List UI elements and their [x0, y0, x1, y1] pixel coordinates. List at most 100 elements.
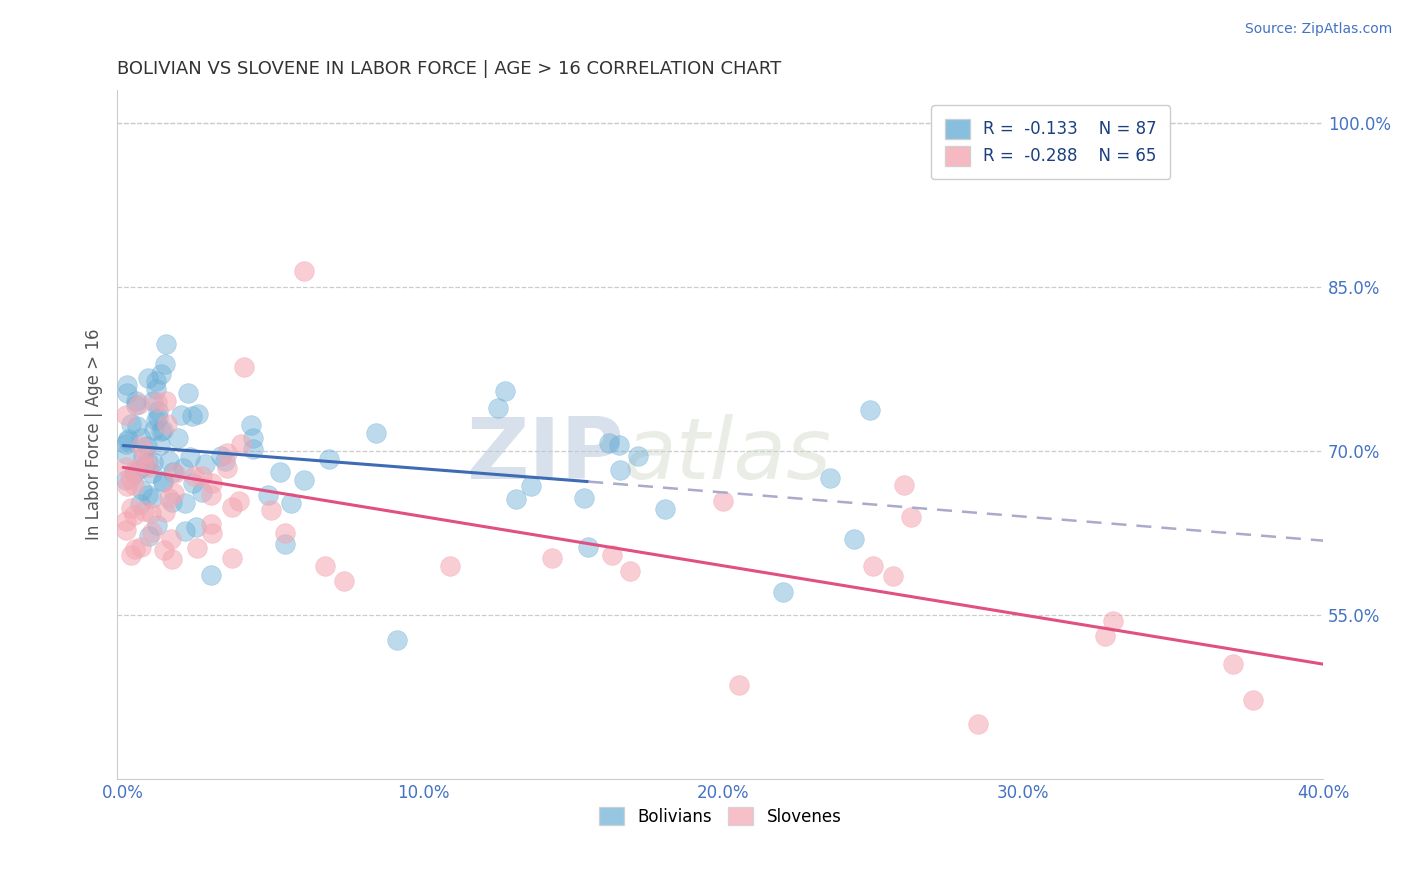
Point	[120, 417, 142, 431]
Y-axis label: In Labor Force | Age > 16: In Labor Force | Age > 16	[86, 329, 103, 541]
Point	[221, 500, 243, 515]
Point	[967, 717, 990, 731]
Point	[183, 468, 205, 483]
Point	[148, 404, 170, 418]
Point	[139, 506, 162, 520]
Text: ZIP: ZIP	[465, 414, 624, 497]
Point	[174, 496, 197, 510]
Point	[120, 548, 142, 562]
Point	[176, 386, 198, 401]
Point	[117, 386, 139, 401]
Point	[152, 475, 174, 490]
Point	[129, 541, 152, 555]
Point	[505, 492, 527, 507]
Text: atlas: atlas	[624, 414, 832, 497]
Point	[607, 438, 630, 452]
Point	[124, 462, 146, 476]
Point	[149, 424, 172, 438]
Point	[166, 431, 188, 445]
Point	[211, 449, 233, 463]
Point	[138, 371, 160, 385]
Point	[1102, 615, 1125, 629]
Point	[598, 435, 620, 450]
Point	[157, 454, 180, 468]
Point	[115, 524, 138, 538]
Point	[387, 632, 409, 647]
Point	[124, 508, 146, 522]
Point	[772, 585, 794, 599]
Point	[145, 382, 167, 396]
Point	[201, 525, 224, 540]
Point	[129, 431, 152, 445]
Point	[654, 501, 676, 516]
Point	[141, 524, 163, 539]
Point	[186, 519, 208, 533]
Point	[136, 455, 159, 469]
Point	[488, 401, 510, 415]
Point	[117, 432, 139, 446]
Point	[172, 460, 194, 475]
Point	[153, 357, 176, 371]
Point	[146, 517, 169, 532]
Point	[115, 479, 138, 493]
Point	[115, 434, 138, 449]
Point	[115, 473, 138, 487]
Point	[134, 504, 156, 518]
Point	[893, 478, 915, 492]
Point	[576, 540, 599, 554]
Point	[145, 413, 167, 427]
Point	[115, 437, 138, 451]
Point	[194, 457, 217, 471]
Point	[859, 403, 882, 417]
Point	[125, 393, 148, 408]
Point	[232, 359, 254, 374]
Point	[574, 491, 596, 505]
Point	[200, 567, 222, 582]
Point	[127, 418, 149, 433]
Point	[494, 384, 516, 398]
Point	[124, 542, 146, 557]
Point	[132, 457, 155, 471]
Point	[314, 559, 336, 574]
Point	[134, 445, 156, 459]
Point	[200, 488, 222, 502]
Point	[619, 564, 641, 578]
Point	[142, 393, 165, 408]
Point	[143, 423, 166, 437]
Point	[600, 548, 623, 562]
Point	[155, 393, 177, 408]
Point	[132, 450, 155, 464]
Point	[217, 461, 239, 475]
Point	[242, 431, 264, 445]
Point	[1222, 657, 1244, 672]
Point	[152, 474, 174, 488]
Point	[173, 524, 195, 538]
Point	[221, 551, 243, 566]
Point	[1094, 629, 1116, 643]
Point	[162, 465, 184, 479]
Point	[141, 467, 163, 481]
Point	[129, 497, 152, 511]
Point	[170, 408, 193, 422]
Point	[115, 408, 138, 422]
Point	[728, 677, 751, 691]
Point	[1241, 692, 1264, 706]
Point	[165, 466, 187, 480]
Point	[862, 558, 884, 573]
Point	[260, 503, 283, 517]
Point	[141, 491, 163, 506]
Point	[115, 447, 138, 461]
Text: Source: ZipAtlas.com: Source: ZipAtlas.com	[1244, 22, 1392, 37]
Point	[269, 465, 291, 479]
Point	[318, 452, 340, 467]
Point	[142, 455, 165, 469]
Point	[292, 474, 315, 488]
Point	[844, 532, 866, 546]
Point	[818, 471, 841, 485]
Point	[136, 460, 159, 475]
Point	[228, 493, 250, 508]
Point	[274, 537, 297, 551]
Point	[201, 475, 224, 490]
Point	[274, 525, 297, 540]
Point	[520, 478, 543, 492]
